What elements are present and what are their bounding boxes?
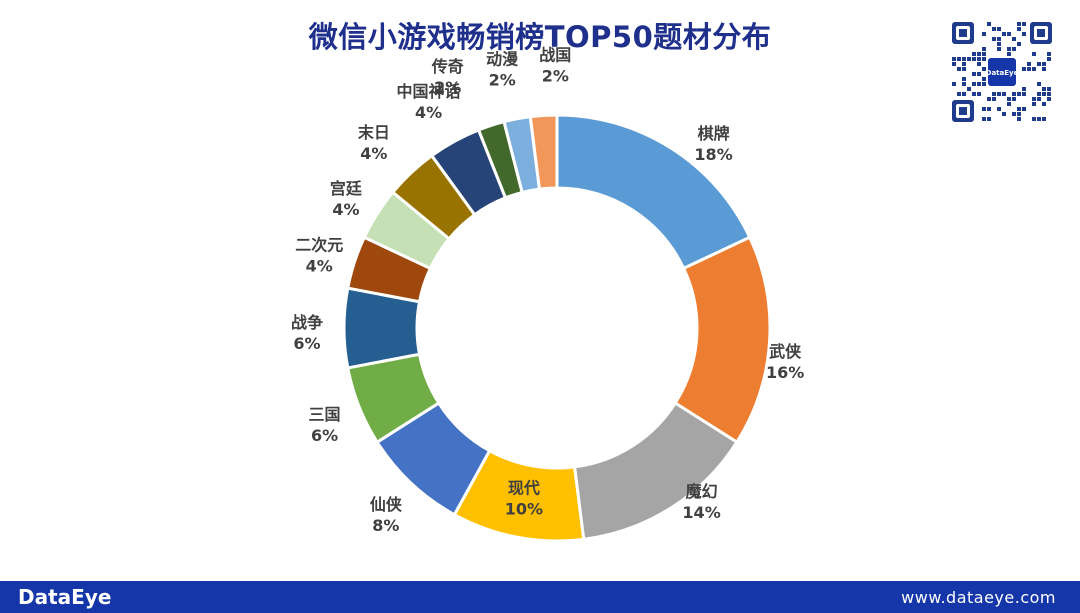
slice-name-label: 三国 <box>309 405 341 424</box>
slice-name-label: 宫廷 <box>330 179 363 198</box>
donut-chart: 棋牌 18% 武侠 16% 魔幻 14% 现代 10% 仙侠 8% 三国 6% 战争 6% 二次元 4% 宫廷 4… <box>291 45 804 543</box>
slice-name-label: 仙侠 <box>370 495 403 514</box>
footer-bar: DataEye www.dataeye.com <box>0 581 1080 613</box>
slice-name-label: 末日 <box>358 123 390 142</box>
slice-value-label: 10% <box>505 499 543 518</box>
slice-value-label: 16% <box>766 363 804 382</box>
slice-value-label: 18% <box>694 145 732 164</box>
slice-value-label: 4% <box>306 257 333 276</box>
slice-name-label: 武侠 <box>769 342 802 361</box>
slice-name-label: 中国神话 <box>397 82 461 101</box>
slice-value-label: 14% <box>682 503 720 522</box>
slice-value-label: 4% <box>360 144 387 163</box>
footer-url[interactable]: www.dataeye.com <box>901 588 1056 607</box>
slice-value-label: 2% <box>489 70 516 89</box>
slice-14 <box>528 113 559 191</box>
slice-name-label: 战争 <box>291 313 323 332</box>
qr-code-icon: DataEye <box>950 20 1054 124</box>
slice-value-label: 4% <box>332 200 359 219</box>
slice-name-label: 传奇 <box>431 57 464 76</box>
slice-name-label: 棋牌 <box>698 124 730 143</box>
slice-name-label: 动漫 <box>486 49 518 68</box>
footer-brand-logo: DataEye <box>18 585 112 609</box>
page-title: 微信小游戏畅销榜TOP50题材分布 <box>308 20 772 54</box>
slice-name-label: 战国 <box>539 45 571 64</box>
slice-value-label: 2% <box>542 66 569 85</box>
slice-name-label: 二次元 <box>295 236 343 255</box>
slice-value-label: 2% <box>434 78 461 97</box>
qr-badge-text: DataEye <box>986 69 1019 77</box>
slice-value-label: 8% <box>372 516 399 535</box>
slice-name-label: 现代 <box>508 478 540 497</box>
slice-value-label: 4% <box>415 103 442 122</box>
slice-value-label: 6% <box>293 334 320 353</box>
slice-name-label: 魔幻 <box>686 482 718 501</box>
slice-value-label: 6% <box>311 426 338 445</box>
